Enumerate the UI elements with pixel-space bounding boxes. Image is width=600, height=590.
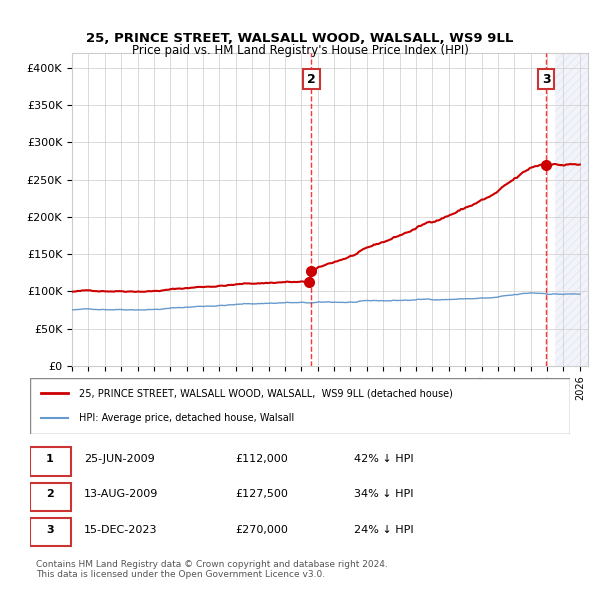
Text: 2: 2: [307, 73, 316, 86]
Text: 34% ↓ HPI: 34% ↓ HPI: [354, 490, 413, 499]
Text: 24% ↓ HPI: 24% ↓ HPI: [354, 525, 413, 535]
Text: 25-JUN-2009: 25-JUN-2009: [84, 454, 155, 464]
Text: 1: 1: [46, 454, 54, 464]
Text: 25, PRINCE STREET, WALSALL WOOD, WALSALL,  WS9 9LL (detached house): 25, PRINCE STREET, WALSALL WOOD, WALSALL…: [79, 388, 452, 398]
Text: £270,000: £270,000: [235, 525, 288, 535]
Text: 3: 3: [46, 525, 54, 535]
FancyBboxPatch shape: [30, 378, 570, 434]
Text: £127,500: £127,500: [235, 490, 288, 499]
Text: 3: 3: [542, 73, 551, 86]
Text: £112,000: £112,000: [235, 454, 288, 464]
Text: 13-AUG-2009: 13-AUG-2009: [84, 490, 158, 499]
Text: 15-DEC-2023: 15-DEC-2023: [84, 525, 157, 535]
Bar: [555, 53, 588, 366]
Text: 25, PRINCE STREET, WALSALL WOOD, WALSALL, WS9 9LL: 25, PRINCE STREET, WALSALL WOOD, WALSALL…: [86, 32, 514, 45]
FancyBboxPatch shape: [30, 518, 71, 546]
Text: Contains HM Land Registry data © Crown copyright and database right 2024.
This d: Contains HM Land Registry data © Crown c…: [36, 560, 388, 579]
Text: Price paid vs. HM Land Registry's House Price Index (HPI): Price paid vs. HM Land Registry's House …: [131, 44, 469, 57]
Text: 42% ↓ HPI: 42% ↓ HPI: [354, 454, 413, 464]
Text: HPI: Average price, detached house, Walsall: HPI: Average price, detached house, Wals…: [79, 413, 294, 423]
FancyBboxPatch shape: [30, 483, 71, 511]
FancyBboxPatch shape: [30, 447, 71, 476]
Text: 2: 2: [46, 490, 54, 499]
